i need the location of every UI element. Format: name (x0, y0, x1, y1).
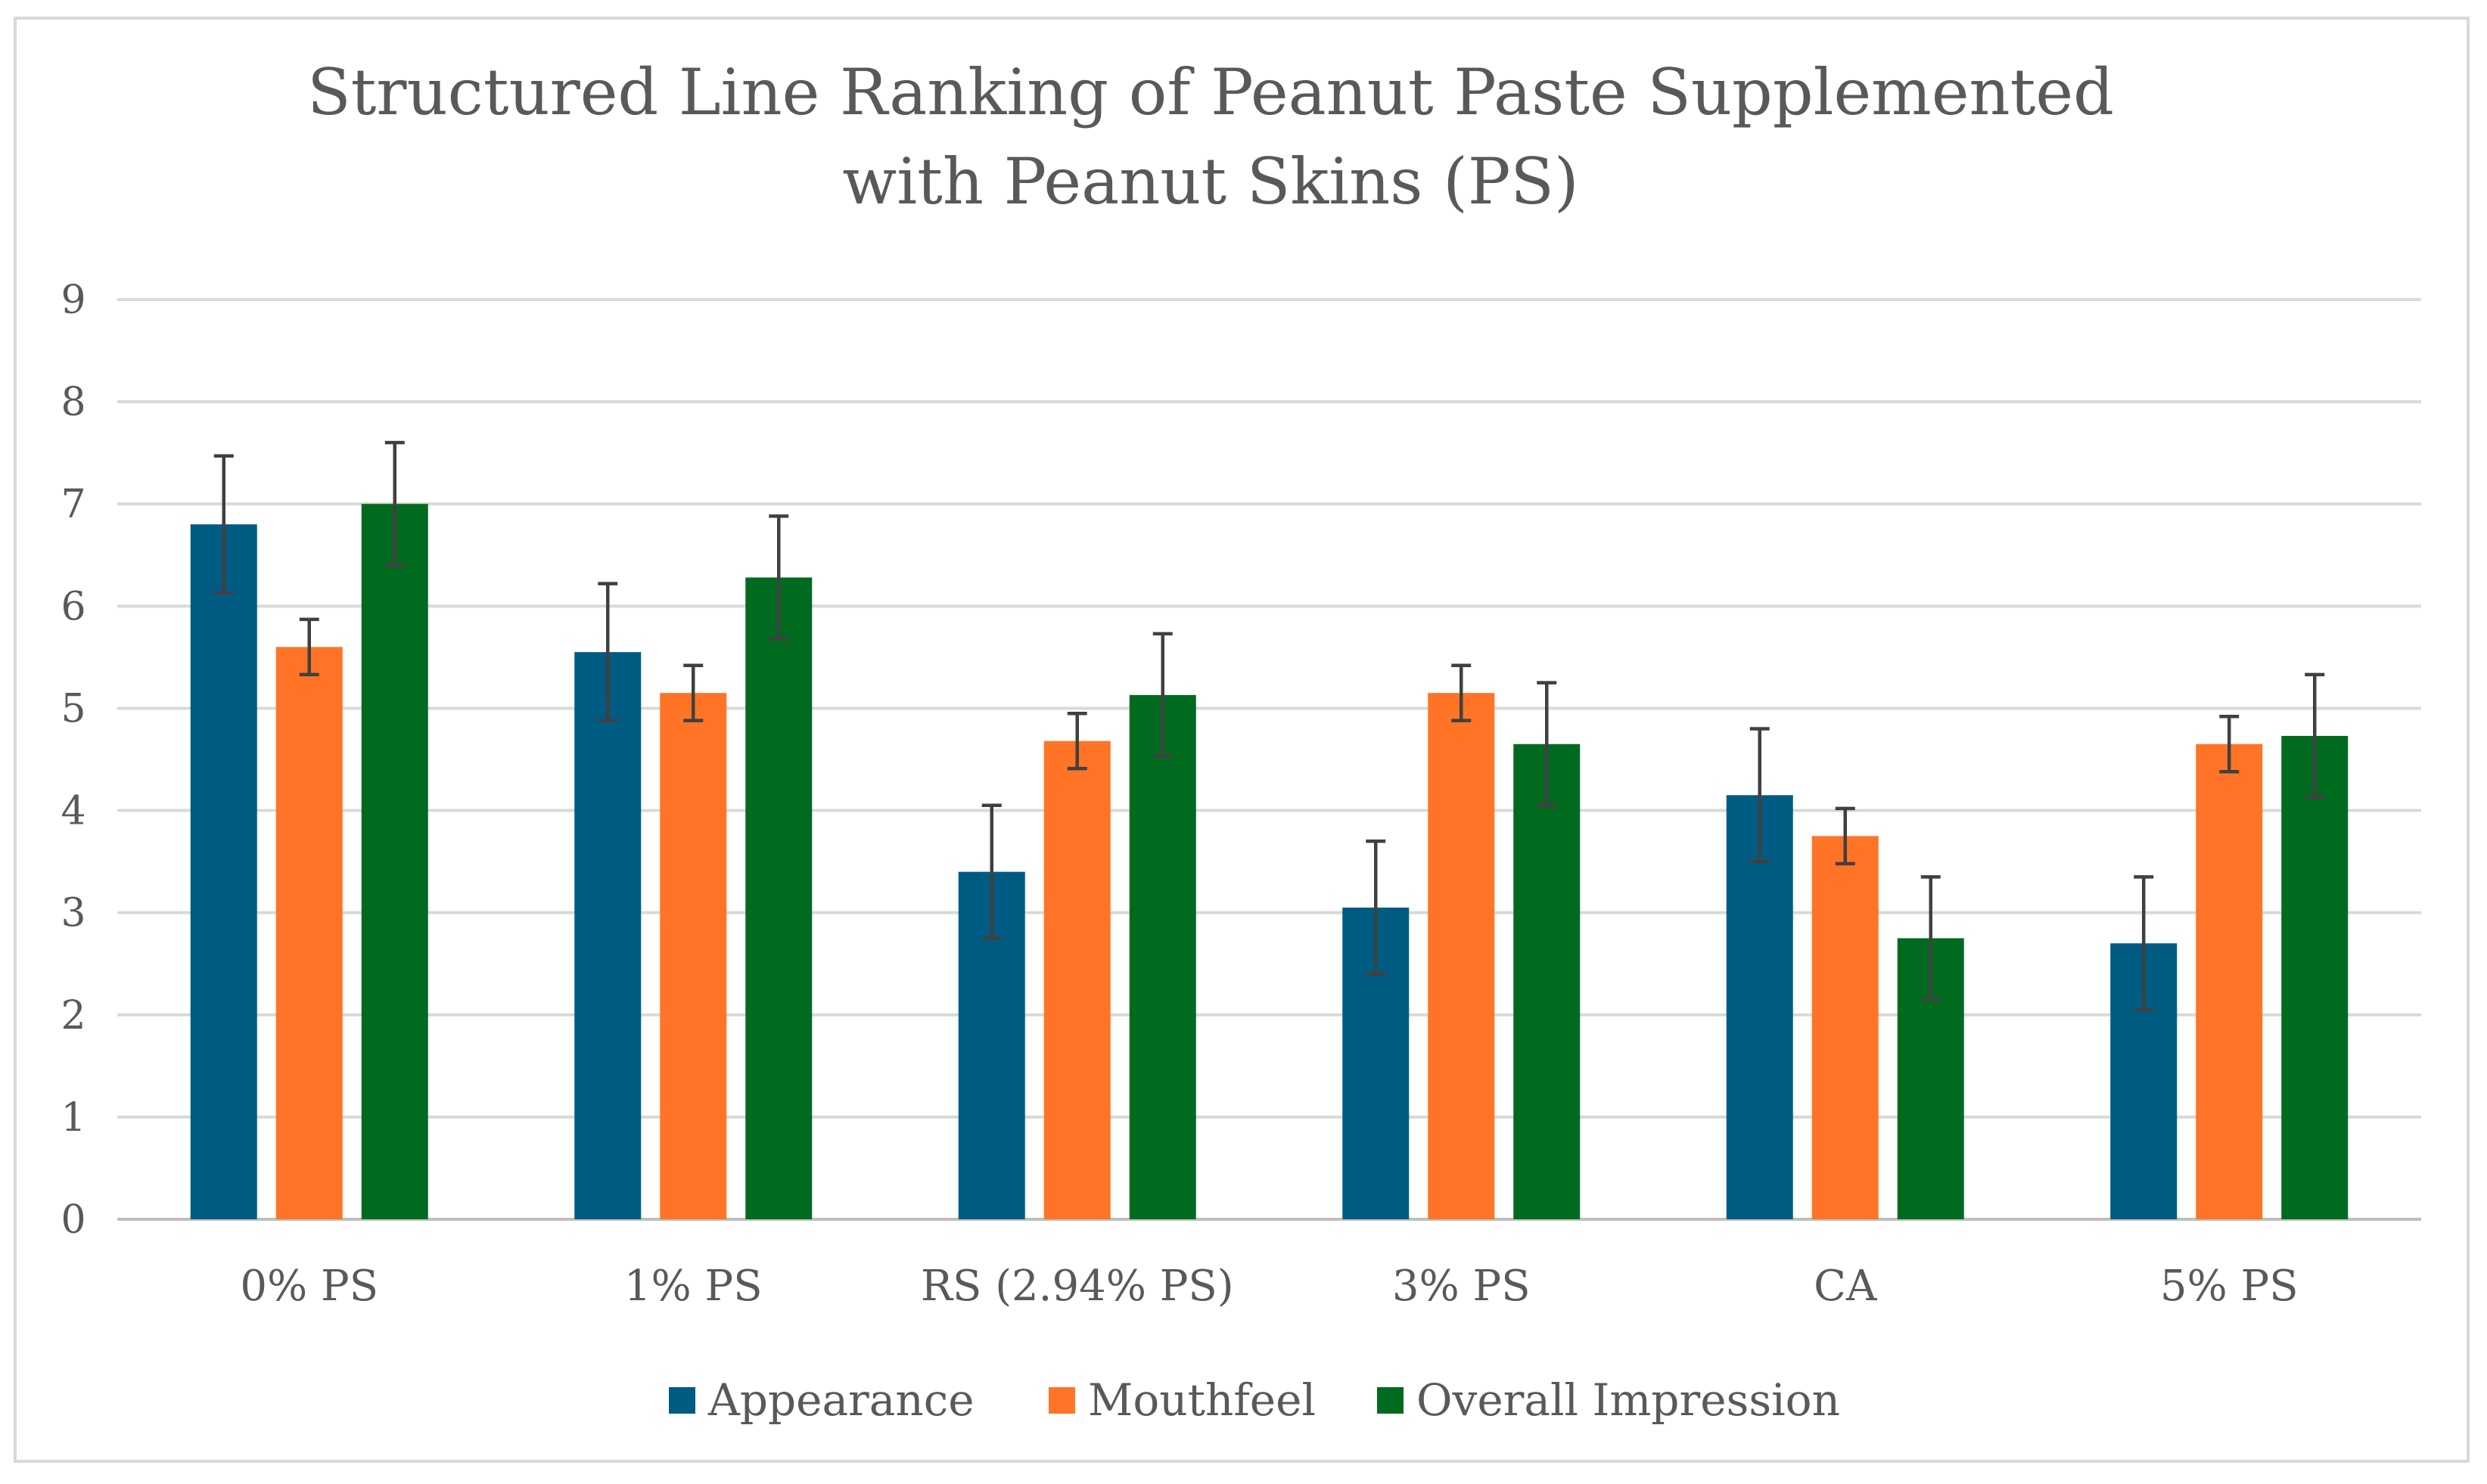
x-category-label: 5% PS (2160, 1262, 2299, 1311)
bar-appearance-1[interactable] (190, 524, 257, 1219)
error-bar (683, 663, 704, 722)
y-tick-label: 4 (61, 789, 85, 834)
legend-item-overall-impression[interactable]: Overall Impression (1377, 1374, 1840, 1426)
x-axis-categories: 0% PS 1% PS RS (2.94% PS) 3% PS CA 5% PS (240, 1262, 2298, 1311)
error-bar (2219, 715, 2240, 774)
legend-label: Appearance (707, 1374, 975, 1426)
error-bar (299, 617, 319, 677)
error-bar (1067, 711, 1087, 771)
x-category-label: 0% PS (240, 1262, 378, 1311)
legend-swatch (1377, 1387, 1404, 1414)
error-bar (1366, 839, 1386, 976)
x-category-label: RS (2.94% PS) (921, 1262, 1234, 1311)
bar-overall-impression-1[interactable] (361, 504, 428, 1219)
error-bar (769, 514, 789, 641)
error-bar (2134, 875, 2154, 1012)
legend[interactable]: Appearance Mouthfeel Overall Impression (669, 1374, 1840, 1426)
bar-mouthfeel-3[interactable] (1043, 740, 1111, 1219)
y-tick-label: 1 (61, 1095, 85, 1141)
error-bar (1920, 875, 1941, 1001)
error-bar (213, 454, 234, 595)
y-tick-label: 8 (61, 380, 85, 425)
bar-mouthfeel-5[interactable] (1811, 836, 1879, 1219)
bar-appearance-5[interactable] (1726, 795, 1793, 1219)
bar-overall-impression-4[interactable] (1513, 744, 1581, 1219)
error-bar (384, 440, 405, 567)
x-category-label: 1% PS (624, 1262, 763, 1311)
bar-overall-impression-2[interactable] (745, 577, 813, 1219)
x-category-label: 3% PS (1392, 1262, 1531, 1311)
legend-swatch (1049, 1387, 1075, 1414)
bar-mouthfeel-6[interactable] (2196, 744, 2263, 1219)
error-bar (1537, 681, 1557, 808)
bar-mouthfeel-1[interactable] (275, 647, 343, 1219)
legend-swatch (669, 1387, 695, 1414)
chart-title-line-2: with Peanut Skins (PS) (842, 144, 1578, 219)
y-tick-label: 7 (61, 482, 85, 527)
error-bar (1451, 663, 1472, 722)
error-bar (598, 582, 618, 722)
legend-item-mouthfeel[interactable]: Mouthfeel (1049, 1374, 1316, 1426)
error-bar (1835, 806, 1855, 866)
chart-frame: Structured Line Ranking of Peanut Paste … (14, 17, 2470, 1463)
chart: Structured Line Ranking of Peanut Paste … (61, 55, 2421, 1426)
y-tick-label: 0 (61, 1197, 85, 1243)
error-bars (213, 440, 2325, 1012)
error-bar (2305, 672, 2325, 799)
error-bar (981, 803, 1002, 940)
y-tick-label: 3 (61, 891, 85, 936)
chart-title-line-1: Structured Line Ranking of Peanut Paste … (307, 55, 2114, 129)
error-bar (1152, 632, 1173, 759)
y-tick-label: 5 (61, 686, 85, 731)
y-axis-ticks: 0 1 2 3 4 5 6 7 8 9 (61, 278, 85, 1243)
bar-overall-impression-6[interactable] (2281, 735, 2349, 1219)
y-tick-label: 9 (61, 278, 85, 323)
bar-mouthfeel-2[interactable] (660, 693, 727, 1219)
bar-overall-impression-3[interactable] (1129, 694, 1196, 1219)
error-bar (1749, 727, 1770, 864)
gridlines (117, 298, 2421, 1221)
bar-appearance-2[interactable] (574, 652, 642, 1219)
y-tick-label: 6 (61, 584, 85, 629)
y-tick-label: 2 (61, 993, 85, 1038)
legend-label: Overall Impression (1416, 1374, 1840, 1426)
legend-label: Mouthfeel (1088, 1374, 1316, 1426)
bars (190, 504, 2349, 1219)
x-category-label: CA (1814, 1262, 1877, 1311)
bar-mouthfeel-4[interactable] (1428, 693, 1495, 1219)
legend-item-appearance[interactable]: Appearance (669, 1374, 975, 1426)
